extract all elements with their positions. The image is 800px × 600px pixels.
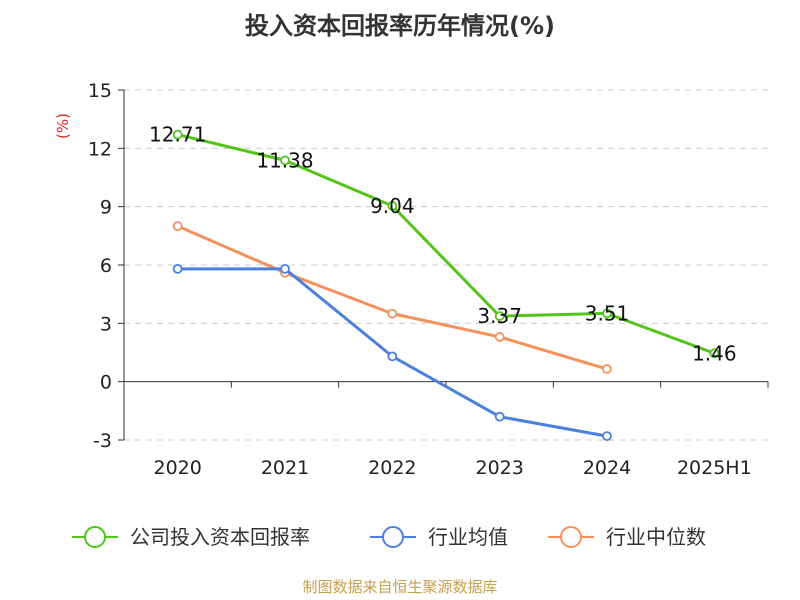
data-point — [387, 200, 398, 211]
y-tick-label: 6 — [100, 255, 112, 277]
data-point — [494, 411, 505, 422]
data-label: 12.71 — [149, 123, 206, 147]
legend: 公司投入资本回报率 行业均值 行业中位数 — [72, 525, 706, 549]
series-group — [172, 129, 720, 442]
legend-marker — [84, 526, 106, 548]
series-line — [177, 133, 715, 355]
data-label: 11.38 — [256, 148, 313, 172]
legend-label: 公司投入资本回报率 — [130, 525, 310, 549]
x-tick-label: 2023 — [475, 457, 523, 479]
y-tick-label: 3 — [100, 313, 112, 335]
y-tick-label: -3 — [93, 430, 112, 452]
data-point — [494, 332, 505, 342]
x-tick-label: 2025H1 — [677, 457, 752, 479]
data-point — [387, 308, 398, 319]
y-tick-label: 9 — [100, 197, 112, 219]
data-point — [172, 221, 183, 232]
axes: 15 12 9 6 3 0 -3 2020 2021 2022 2023 2024 2025H1 (%) — [54, 80, 769, 479]
data-point — [280, 155, 290, 166]
grid-lines — [124, 89, 768, 441]
data-label: 1.46 — [692, 341, 737, 365]
data-label: 3.37 — [477, 304, 522, 328]
series-line — [177, 224, 608, 371]
data-point — [602, 308, 612, 319]
data-labels: 12.71 11.38 9.04 3.37 3.51 1.46 — [149, 123, 737, 366]
legend-marker — [382, 526, 404, 548]
legend-marker — [560, 526, 582, 548]
x-tick-label: 2021 — [261, 457, 309, 479]
data-label: 9.04 — [370, 194, 415, 218]
x-tick-label: 2024 — [583, 457, 631, 479]
data-point — [602, 431, 612, 442]
legend-label: 行业均值 — [428, 525, 508, 549]
x-tick-label: 2020 — [153, 457, 201, 479]
x-tick-label: 2022 — [368, 457, 416, 479]
data-point — [172, 263, 183, 274]
data-label: 3.51 — [585, 301, 630, 325]
y-axis-label: (%) — [54, 113, 72, 139]
y-tick-label: 15 — [88, 80, 112, 102]
data-point — [709, 348, 720, 359]
data-source-note: 制图数据来自恒生聚源数据库 — [302, 578, 498, 596]
legend-label: 行业中位数 — [606, 525, 706, 549]
data-point — [494, 311, 505, 322]
chart-title: 投入资本回报率历年情况(%) — [245, 12, 555, 40]
y-tick-label: 12 — [88, 138, 112, 160]
data-point — [602, 364, 612, 374]
data-point — [280, 263, 290, 274]
y-tick-label: 0 — [100, 372, 112, 394]
data-point — [387, 351, 398, 362]
data-point — [172, 129, 183, 140]
